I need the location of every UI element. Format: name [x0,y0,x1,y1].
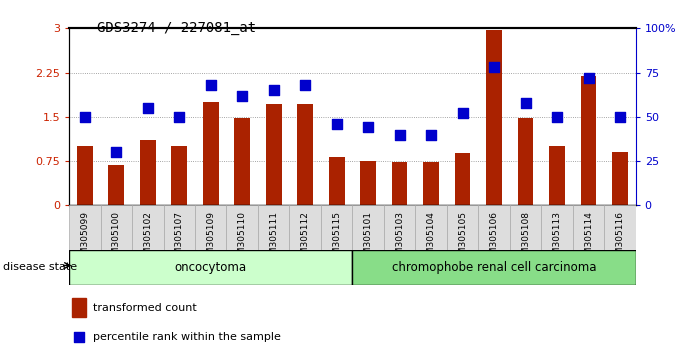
Bar [415,205,447,250]
Bar [203,102,218,205]
Point [142,105,153,111]
Bar [164,205,195,250]
Text: GSM305103: GSM305103 [395,211,404,266]
Text: disease state: disease state [3,262,77,272]
Point [426,132,437,137]
Bar [101,205,132,250]
Bar [455,153,471,205]
Text: GSM305105: GSM305105 [458,211,467,266]
Text: GSM305113: GSM305113 [553,211,562,266]
Bar [72,298,86,317]
Bar [518,118,533,205]
Text: GSM305108: GSM305108 [521,211,530,266]
Text: GSM305114: GSM305114 [584,211,593,266]
Point [73,335,84,340]
Text: GSM305107: GSM305107 [175,211,184,266]
Point [551,114,562,120]
Text: transformed count: transformed count [93,303,197,313]
Point [583,75,594,81]
Text: GSM305110: GSM305110 [238,211,247,266]
Point [111,149,122,155]
Bar [171,146,187,205]
Bar [258,205,290,250]
Bar [360,161,376,205]
Bar [384,205,415,250]
Text: GSM305101: GSM305101 [363,211,372,266]
Bar [140,141,155,205]
Point [331,121,342,127]
Bar [234,118,250,205]
Text: GSM305115: GSM305115 [332,211,341,266]
Text: GSM305104: GSM305104 [426,211,435,266]
Bar [612,152,628,205]
Point [457,110,468,116]
Bar [352,250,636,285]
Point [205,82,216,88]
Text: chromophobe renal cell carcinoma: chromophobe renal cell carcinoma [392,261,596,274]
Text: GSM305100: GSM305100 [112,211,121,266]
Bar [132,205,164,250]
Bar [77,146,93,205]
Text: GSM305099: GSM305099 [80,211,89,266]
Bar [423,162,439,205]
Point [268,87,279,93]
Bar [69,205,101,250]
Bar [486,30,502,205]
Point [520,100,531,105]
Bar [478,205,510,250]
Point [363,125,374,130]
Text: GSM305106: GSM305106 [489,211,499,266]
Point [300,82,311,88]
Bar [297,104,313,205]
Point [489,64,500,70]
Text: GDS3274 / 227081_at: GDS3274 / 227081_at [97,21,256,35]
Bar [510,205,541,250]
Text: oncocytoma: oncocytoma [175,261,247,274]
Bar [290,205,321,250]
Bar [227,205,258,250]
Text: percentile rank within the sample: percentile rank within the sample [93,332,281,342]
Bar [392,162,408,205]
Bar [573,205,604,250]
Text: GSM305112: GSM305112 [301,211,310,266]
Point [394,132,405,137]
Bar [604,205,636,250]
Bar [329,157,345,205]
Bar [549,146,565,205]
Bar [195,205,227,250]
Bar [447,205,478,250]
Text: GSM305109: GSM305109 [206,211,216,266]
Text: GSM305116: GSM305116 [616,211,625,266]
Text: GSM305111: GSM305111 [269,211,278,266]
Point [237,93,248,98]
Bar [108,165,124,205]
Bar [580,75,596,205]
Point [614,114,625,120]
Bar [541,205,573,250]
Text: GSM305102: GSM305102 [143,211,152,266]
Bar [352,205,384,250]
Bar [321,205,352,250]
Point [79,114,91,120]
Bar [69,250,352,285]
Bar [266,104,281,205]
Point [173,114,184,120]
